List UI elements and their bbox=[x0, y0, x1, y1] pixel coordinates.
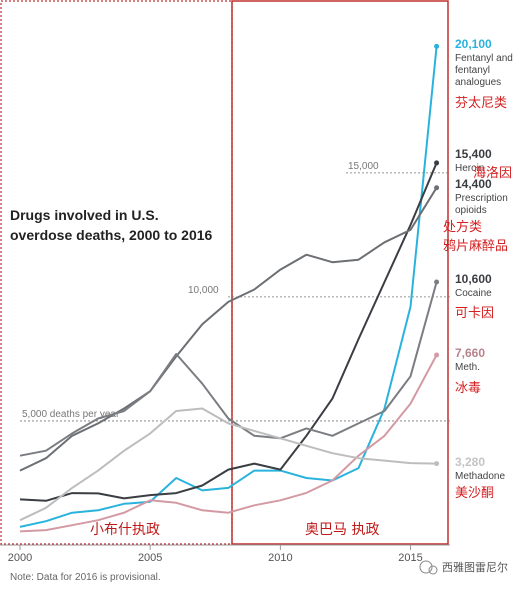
x-tick-label-0: 2000 bbox=[8, 552, 32, 564]
end-cn-2-0: 处方类 bbox=[443, 219, 482, 235]
series-line-3 bbox=[19, 281, 438, 457]
end-value-5: 3,280 bbox=[455, 455, 485, 469]
guide-label-1: 10,000 bbox=[188, 285, 219, 296]
x-tick-label-2: 2010 bbox=[268, 552, 292, 564]
end-value-2: 14,400 bbox=[455, 177, 492, 191]
end-name-2-1: opioids bbox=[455, 205, 487, 216]
wechat-icon bbox=[419, 560, 433, 574]
series-line-5 bbox=[19, 407, 437, 522]
end-value-4: 7,660 bbox=[455, 346, 485, 360]
guide-label-0: 5,000 deaths per year bbox=[22, 409, 120, 420]
end-name-5-0: Methadone bbox=[455, 471, 505, 482]
end-name-0-0: Fentanyl and bbox=[455, 53, 513, 64]
end-cn-3: 可卡因 bbox=[455, 306, 494, 321]
guide-label-2: 15,000 bbox=[348, 161, 379, 172]
series-end-dot-0 bbox=[434, 43, 440, 49]
end-name-0-2: analogues bbox=[455, 77, 501, 88]
series-line-4 bbox=[19, 354, 438, 533]
end-cn-5: 美沙酮 bbox=[455, 486, 494, 501]
wechat-icon-inner bbox=[428, 565, 438, 575]
x-tick-label-3: 2015 bbox=[398, 552, 422, 564]
series-end-dot-1 bbox=[434, 160, 440, 166]
series-end-markers bbox=[434, 43, 440, 467]
bush-era-box bbox=[0, 0, 233, 545]
x-tick-label-1: 2005 bbox=[138, 552, 162, 564]
series-end-dot-5 bbox=[434, 461, 440, 467]
watermark-text: 西雅图雷尼尔 bbox=[442, 560, 508, 574]
obama-era-box bbox=[231, 0, 449, 545]
series-line-0 bbox=[19, 46, 438, 528]
end-cn-1: 海洛因 bbox=[473, 166, 512, 181]
series-end-dot-3 bbox=[434, 279, 440, 285]
bush-era-label: 小布什执政 bbox=[90, 522, 160, 538]
obama-era-label: 奥巴马 执政 bbox=[305, 521, 379, 538]
end-name-2-0: Prescription bbox=[455, 193, 508, 204]
guide-lines: 5,000 deaths per year 10,000 15,000 bbox=[20, 161, 450, 422]
chart-title-line1: Drugs involved in U.S. bbox=[10, 207, 159, 223]
end-cn-2-1: 鸦片麻醉品 bbox=[443, 238, 508, 254]
end-name-0-1: fentanyl bbox=[455, 65, 490, 76]
chart-title-line2: overdose deaths, 2000 to 2016 bbox=[10, 227, 213, 243]
series-line-2 bbox=[19, 187, 438, 472]
end-name-4-0: Meth. bbox=[455, 362, 480, 373]
chart-note: Note: Data for 2016 is provisional. bbox=[10, 572, 161, 583]
end-name-3-0: Cocaine bbox=[455, 288, 492, 299]
end-value-1: 15,400 bbox=[455, 147, 492, 161]
watermark: 西雅图雷尼尔 bbox=[419, 560, 508, 575]
series-line-1 bbox=[19, 162, 438, 502]
end-value-3: 10,600 bbox=[455, 272, 492, 286]
end-cn-0: 芬太尼类 bbox=[455, 96, 507, 111]
series-end-dot-2 bbox=[434, 185, 440, 191]
end-value-0: 20,100 bbox=[455, 37, 492, 51]
series-end-dot-4 bbox=[434, 352, 440, 358]
end-name-1-0: Heroin bbox=[455, 163, 484, 174]
x-axis-ticks: 2000 2005 2010 2015 bbox=[8, 545, 423, 564]
series-lines bbox=[19, 46, 438, 533]
end-cn-4: 冰毒 bbox=[455, 381, 481, 396]
